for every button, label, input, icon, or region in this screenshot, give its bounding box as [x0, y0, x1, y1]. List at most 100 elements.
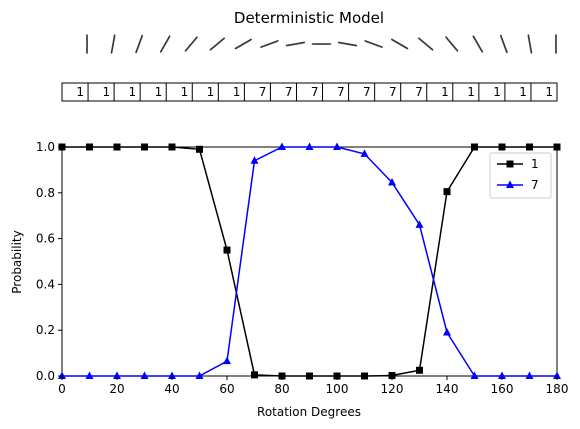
- prediction-label: 1: [467, 85, 475, 99]
- x-tick-label: 160: [491, 382, 514, 396]
- data-point-7: [525, 371, 534, 379]
- rotated-digit-image: [234, 38, 252, 50]
- digit-stroke: [445, 36, 459, 52]
- rotated-digit-image: [554, 34, 557, 54]
- y-axis-label: Probability: [10, 230, 24, 293]
- digit-stroke: [260, 40, 279, 48]
- data-point-1: [251, 371, 258, 379]
- prediction-label: 1: [155, 85, 163, 99]
- digit-stroke-shade: [211, 39, 225, 50]
- digit-stroke-shade: [287, 42, 304, 47]
- data-point-7: [470, 371, 479, 379]
- rotated-digit-image: [391, 38, 409, 50]
- series-line-1: [62, 146, 557, 377]
- digit-stroke-shade: [445, 38, 457, 51]
- digit-stroke: [418, 37, 434, 51]
- data-point-7: [360, 149, 369, 157]
- prediction-label: 1: [181, 85, 189, 99]
- data-point-1: [361, 372, 368, 380]
- data-point-1: [553, 143, 561, 151]
- data-point-7: [305, 142, 314, 150]
- prediction-label: 7: [363, 85, 371, 99]
- prediction-label: 7: [337, 85, 345, 99]
- x-tick-label: 120: [381, 382, 404, 396]
- x-tick-label: 180: [546, 382, 569, 396]
- x-tick-label: 100: [326, 382, 349, 396]
- digit-stroke: [234, 38, 252, 50]
- prediction-label: 1: [493, 85, 501, 99]
- rotated-digit-image: [311, 43, 332, 46]
- legend-box: [489, 152, 552, 199]
- prediction-label: 7: [389, 85, 397, 99]
- digit-stroke-shade: [261, 41, 278, 48]
- y-tick-label: 1.0: [36, 140, 55, 154]
- y-tick-label: 0.6: [36, 232, 55, 246]
- series-7: [58, 142, 561, 379]
- rotated-digit-image: [499, 34, 508, 54]
- prediction-label: 1: [545, 85, 553, 99]
- rotated-digit-image: [472, 35, 484, 53]
- rotated-digit-image: [159, 35, 171, 53]
- legend-label-7: 7: [531, 178, 539, 192]
- data-point-1: [388, 372, 396, 380]
- digit-stroke-shade: [339, 42, 356, 47]
- digit-stroke-shade: [136, 36, 143, 52]
- data-point-1: [223, 246, 231, 254]
- rotated-digit-image: [110, 34, 116, 54]
- rotated-digit-image: [135, 34, 144, 54]
- rotated-digit-image: [86, 34, 89, 54]
- digit-stroke: [110, 34, 116, 54]
- data-point-7: [333, 142, 341, 150]
- y-tick-label: 0.8: [36, 186, 55, 200]
- y-tick-label: 0.4: [36, 277, 55, 291]
- prediction-label: 1: [519, 85, 527, 99]
- legend: 17: [489, 152, 552, 199]
- data-point-1: [498, 143, 506, 151]
- plot-area: 0 20 40 60 80 100 120 140 160 180 0.0 0.2 0.4 0.6 0.8…: [36, 140, 569, 396]
- data-point-1: [306, 372, 313, 380]
- series-line-7: [62, 146, 557, 377]
- rotated-digit-image: [285, 41, 306, 47]
- digit-stroke-shade: [418, 39, 432, 50]
- rotated-digit-image: [527, 34, 533, 54]
- rotated-digit-image: [209, 37, 225, 51]
- y-tick-label: 0.2: [36, 323, 55, 337]
- data-point-1: [471, 143, 478, 151]
- data-point-7: [443, 327, 451, 336]
- prediction-label: 1: [441, 85, 449, 99]
- digit-stroke-shade: [527, 36, 532, 53]
- digit-stroke: [135, 34, 144, 54]
- digit-stroke-shade: [186, 38, 198, 51]
- prediction-label: 7: [311, 85, 319, 99]
- series-layer: [58, 142, 561, 380]
- data-point-7: [553, 371, 561, 379]
- prediction-label: 7: [415, 85, 423, 99]
- digit-stroke: [209, 37, 225, 51]
- x-axis-label: Rotation Degrees: [257, 405, 361, 419]
- data-point-7: [58, 371, 66, 379]
- digit-stroke-shade: [236, 40, 251, 49]
- digit-stroke-shade: [161, 37, 171, 52]
- legend-label-1: 1: [531, 157, 539, 171]
- prediction-label: 7: [285, 85, 293, 99]
- data-point-7: [195, 371, 204, 379]
- y-tick-label: 0.0: [36, 369, 55, 383]
- data-point-1: [416, 366, 423, 374]
- rotated-digit-strip: [86, 34, 557, 54]
- data-point-7: [278, 142, 286, 150]
- data-point-1: [196, 145, 203, 153]
- prediction-label: 1: [207, 85, 215, 99]
- data-point-7: [140, 371, 149, 379]
- data-point-1: [168, 143, 176, 151]
- prediction-label: 1: [102, 85, 110, 99]
- digit-stroke: [527, 34, 533, 54]
- data-point-7: [415, 220, 424, 228]
- data-point-1: [443, 188, 451, 196]
- rotated-digit-image: [260, 40, 279, 48]
- x-tick-label: 20: [109, 382, 124, 396]
- digit-stroke: [337, 41, 358, 47]
- data-point-7: [223, 356, 231, 365]
- digit-stroke: [364, 40, 383, 48]
- digit-stroke-shade: [472, 37, 482, 52]
